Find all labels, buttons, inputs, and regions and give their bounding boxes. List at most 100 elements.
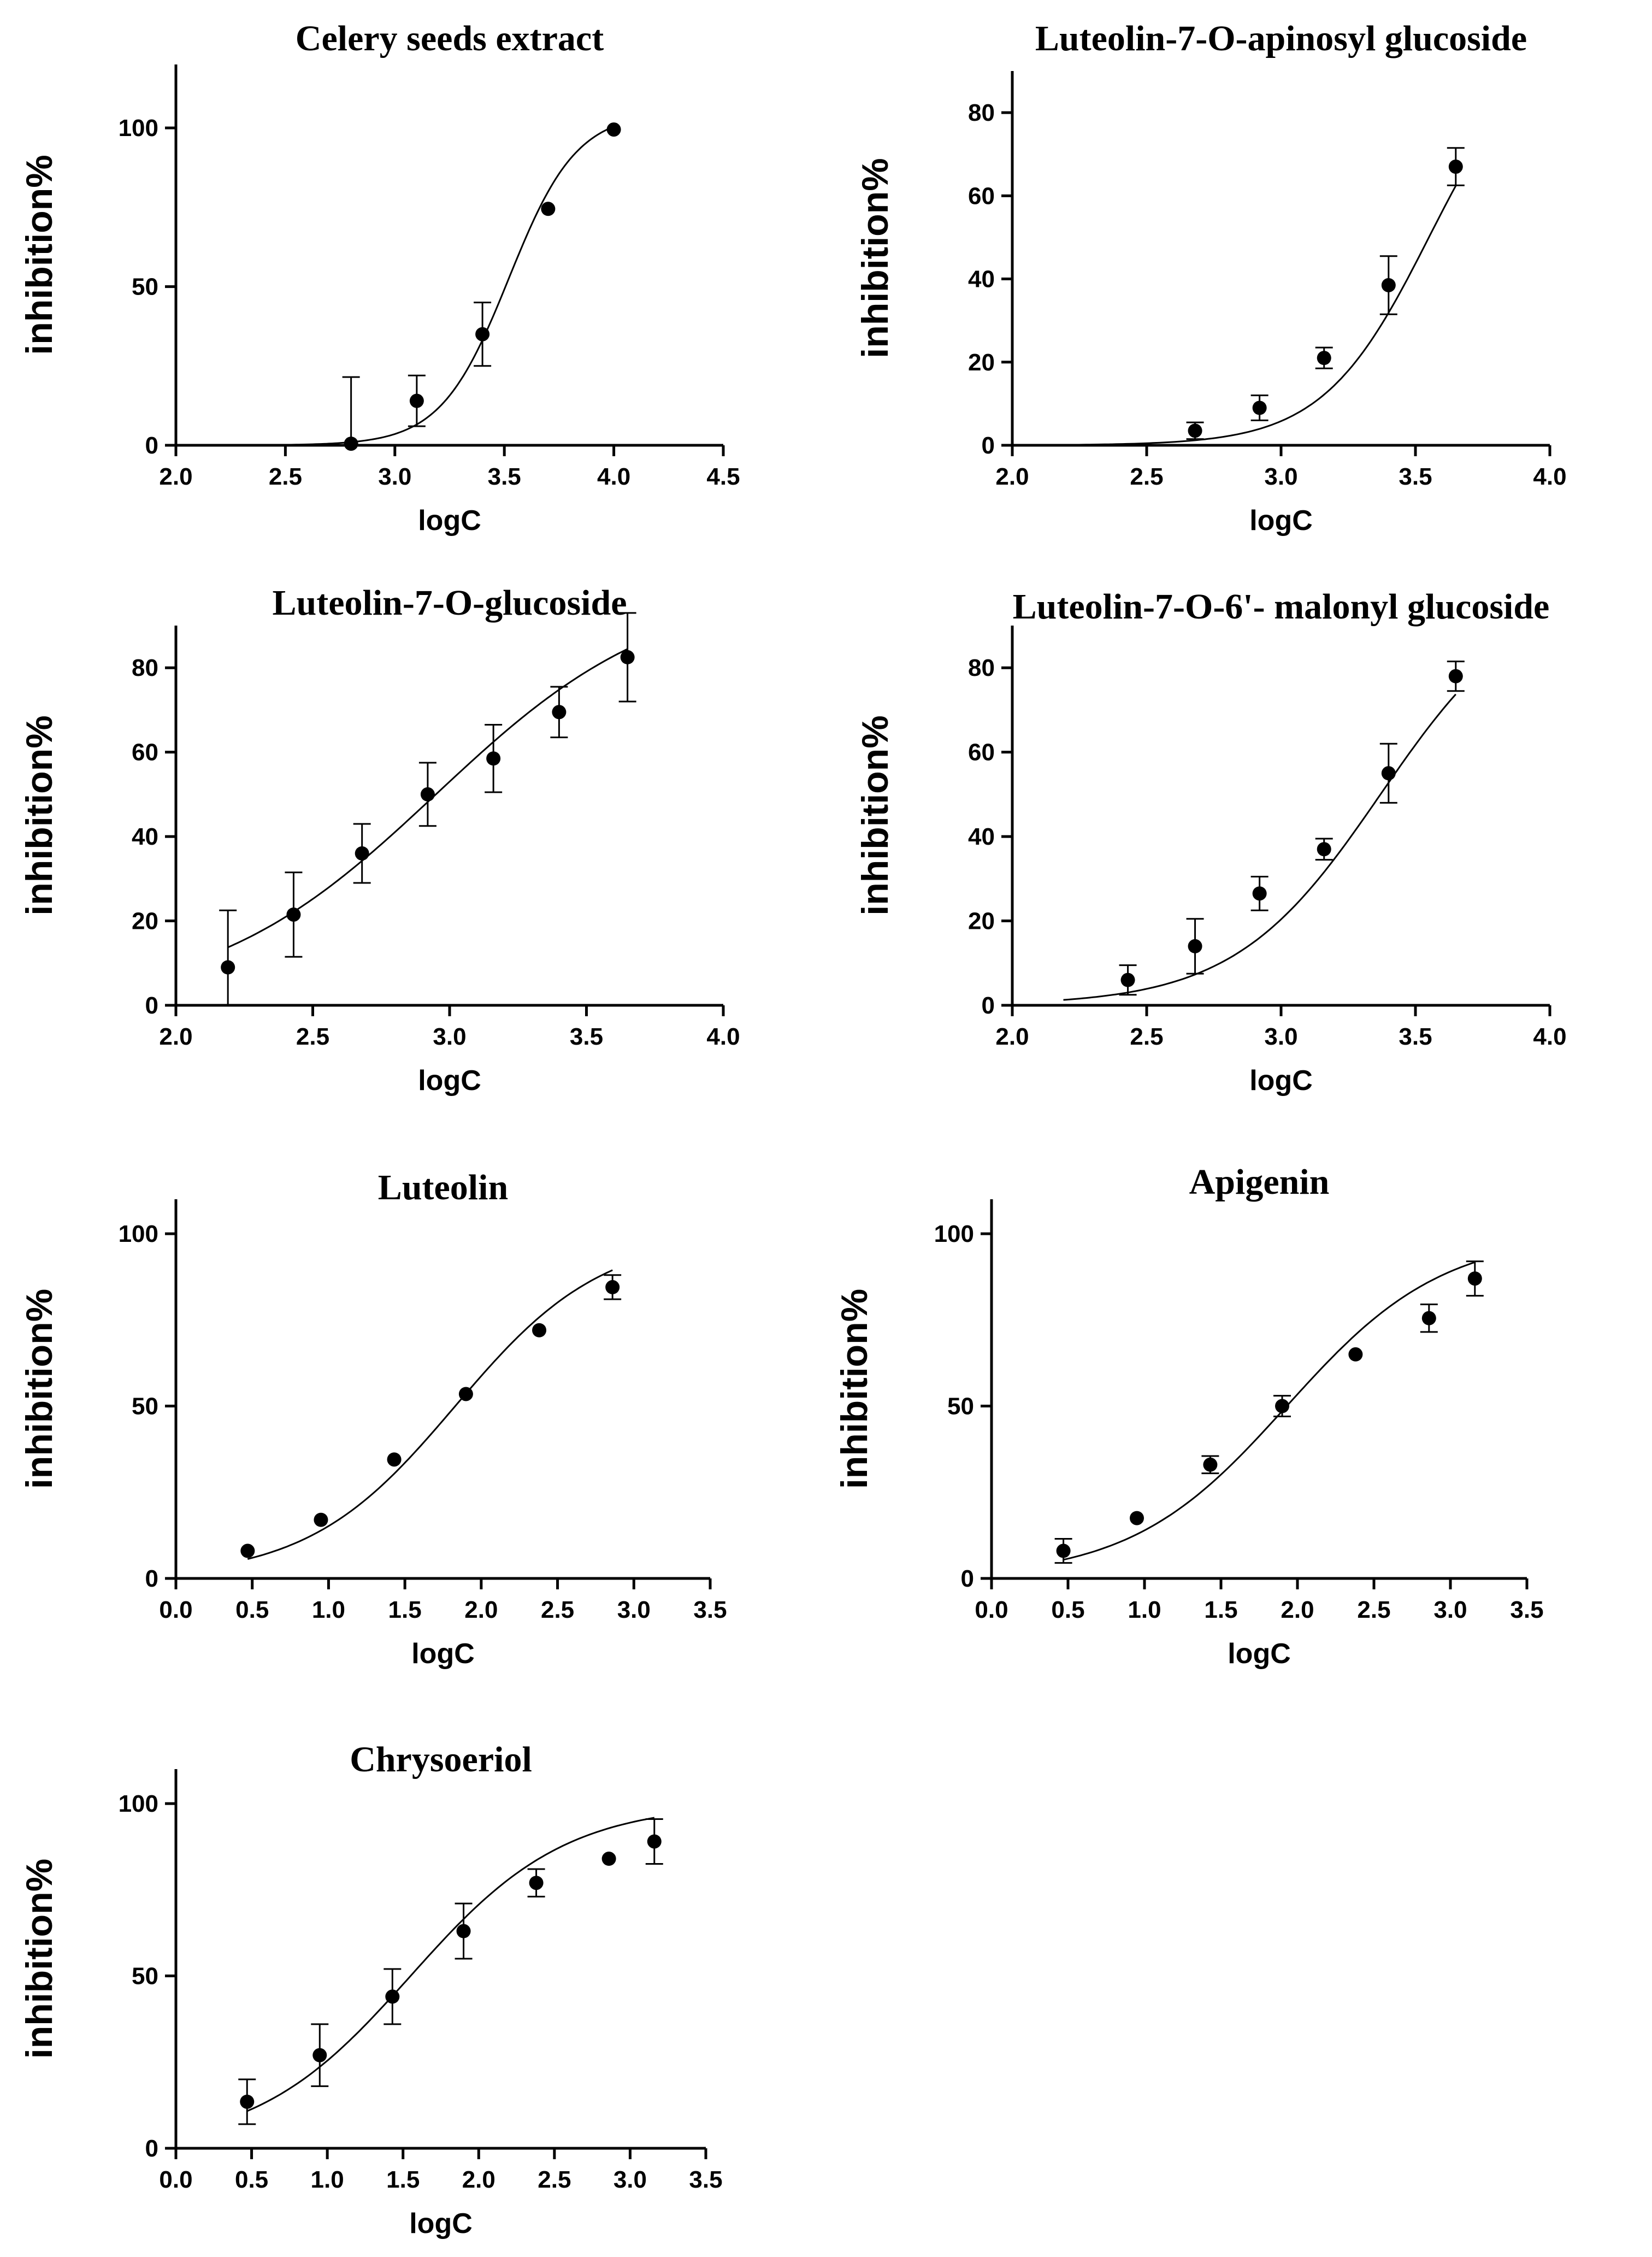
data-point (1448, 160, 1463, 174)
data-point (1188, 939, 1202, 953)
chart-title: Celery seeds extract (296, 19, 604, 58)
data-point (1252, 400, 1267, 415)
y-axis-label: inhibition% (854, 158, 896, 358)
x-axis-label: logC (1249, 505, 1313, 537)
data-point (1188, 423, 1202, 438)
data-point (1467, 1271, 1482, 1286)
data-point (387, 1452, 402, 1467)
data-point (344, 437, 358, 451)
data-point (647, 1834, 662, 1849)
chart-panel-3: Luteolin-7-O-6'- malonyl glucoside 2.0 2.5… (854, 587, 1567, 1097)
x-tick-label: 3.0 (1433, 1596, 1467, 1623)
data-point (240, 2094, 255, 2109)
data-point (475, 327, 490, 341)
fit-curve (285, 126, 615, 446)
x-tick-label: 3.5 (1399, 463, 1432, 490)
x-tick-label: 3.0 (617, 1596, 651, 1623)
y-tick-label: 0 (961, 1565, 974, 1592)
y-axis-label: inhibition% (19, 1289, 60, 1489)
x-tick-label: 2.5 (1357, 1596, 1390, 1623)
y-tick-label: 40 (968, 266, 995, 293)
x-tick-label: 2.5 (1130, 1023, 1163, 1050)
x-tick-label: 3.5 (1399, 1023, 1432, 1050)
y-axis-label: inhibition% (834, 1289, 875, 1489)
y-tick-label: 0 (145, 2135, 158, 2162)
fit-curve (247, 1269, 613, 1560)
data-point (1056, 1543, 1071, 1558)
x-tick-label: 0.0 (159, 2166, 192, 2193)
x-tick-label: 2.0 (1281, 1596, 1314, 1623)
y-tick-label: 50 (132, 274, 158, 300)
fit-curve (246, 1817, 655, 2112)
y-tick-label: 100 (119, 1790, 158, 1817)
x-axis-label: logC (1228, 1638, 1291, 1670)
x-tick-label: 0.5 (235, 1596, 269, 1623)
x-tick-label: 4.0 (597, 463, 630, 490)
x-tick-label: 2.5 (1130, 463, 1163, 490)
data-point (420, 787, 435, 802)
data-point (221, 960, 235, 975)
data-point (1120, 973, 1135, 987)
x-tick-label: 0.5 (1051, 1596, 1084, 1623)
chart-title: Luteolin-7-O-6'- malonyl glucoside (1013, 587, 1550, 627)
x-tick-label: 3.5 (689, 2166, 722, 2193)
fit-curve (1063, 693, 1456, 1001)
y-tick-label: 20 (132, 908, 158, 935)
x-tick-label: 4.0 (1533, 463, 1566, 490)
data-point (532, 1323, 547, 1337)
chart-title: Luteolin-7-O-glucoside (272, 583, 627, 623)
y-tick-label: 80 (132, 655, 158, 681)
data-point (541, 202, 556, 216)
x-axis-label: logC (1249, 1065, 1313, 1097)
x-tick-label: 4.5 (706, 463, 740, 490)
x-tick-label: 3.0 (1264, 463, 1297, 490)
x-tick-label: 2.5 (541, 1596, 574, 1623)
x-tick-label: 0.0 (159, 1596, 192, 1623)
y-axis-label: inhibition% (19, 715, 60, 915)
data-point (314, 1512, 328, 1527)
x-tick-label: 1.5 (388, 1596, 422, 1623)
x-tick-label: 3.5 (570, 1023, 603, 1050)
y-tick-label: 50 (132, 1393, 158, 1420)
data-point (605, 1280, 620, 1294)
x-tick-label: 2.0 (995, 463, 1029, 490)
chart-panel-2: Luteolin-7-O-glucoside 2.0 2.5 3.0 3.5 4.0 0 20… (19, 583, 740, 1097)
x-tick-label: 1.5 (1204, 1596, 1237, 1623)
x-tick-label: 1.5 (386, 2166, 420, 2193)
y-tick-label: 60 (968, 182, 995, 209)
data-point (601, 1852, 616, 1866)
data-point (1448, 669, 1463, 683)
x-tick-label: 1.0 (311, 2166, 344, 2193)
data-point (1381, 766, 1396, 781)
x-tick-label: 0.5 (235, 2166, 268, 2193)
chart-title: Luteolin-7-O-apinosyl glucoside (1035, 19, 1527, 58)
chart-panel-0: Celery seeds extract 2.0 2.5 3.0 3.5 4.0 4.5 0 5… (19, 19, 740, 537)
x-tick-label: 2.0 (159, 463, 192, 490)
data-point (552, 705, 567, 720)
data-point (1130, 1511, 1144, 1525)
y-tick-label: 20 (968, 349, 995, 376)
x-tick-label: 4.0 (1533, 1023, 1566, 1050)
x-tick-label: 3.5 (1510, 1596, 1543, 1623)
data-point (1317, 351, 1331, 366)
x-tick-label: 3.5 (488, 463, 521, 490)
y-tick-label: 100 (934, 1221, 974, 1247)
y-tick-label: 100 (119, 1221, 158, 1247)
chart-panel-5: Apigenin 0.0 0.5 1.0 1.5 2.0 2.5 3.0 3.5 0 50 100 lo… (834, 1162, 1544, 1670)
data-point (286, 907, 301, 922)
y-tick-label: 80 (968, 99, 995, 126)
data-point (1275, 1399, 1289, 1413)
chart-title: Apigenin (1189, 1162, 1330, 1202)
y-axis-label: inhibition% (854, 715, 896, 915)
data-point (1317, 842, 1331, 857)
x-tick-label: 2.0 (464, 1596, 498, 1623)
y-tick-label: 0 (145, 992, 158, 1019)
data-point (1381, 278, 1396, 292)
data-point (385, 1989, 400, 2004)
y-tick-label: 0 (982, 992, 995, 1019)
chart-title: Luteolin (378, 1168, 508, 1207)
data-point (355, 846, 369, 861)
x-tick-label: 2.0 (462, 2166, 495, 2193)
y-tick-label: 50 (132, 1963, 158, 1990)
